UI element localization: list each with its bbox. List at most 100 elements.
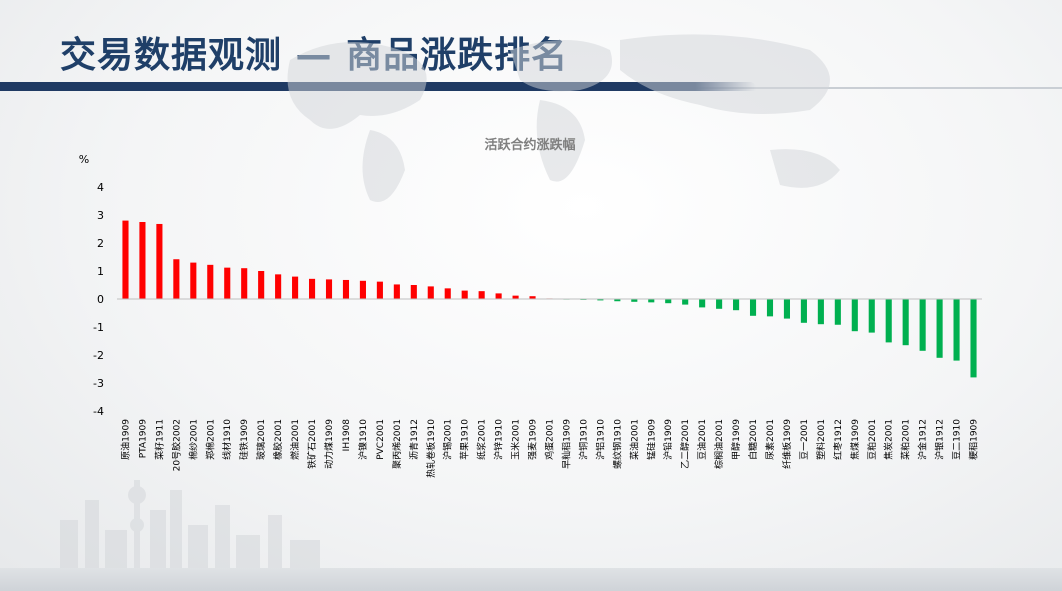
x-tick-label: 红枣1912 [832,419,844,460]
x-tick-label: 纸浆2001 [476,419,488,460]
x-tick-label: 棕榈油2001 [713,419,725,469]
bar [733,299,740,311]
y-axis-ticks: 4 3 2 1 0 -1 -2 -3 -4 [93,181,104,418]
bar [902,299,909,346]
x-tick-label: 沪金1912 [917,419,929,460]
bar [258,271,265,299]
bar [478,291,485,299]
bar [614,299,621,302]
x-tick-label: 沪锌1910 [493,419,505,460]
x-tick-label: 铁矿石2001 [306,419,318,469]
bar [292,276,299,299]
bar [427,286,434,299]
x-tick-label: 豆二1910 [952,419,963,460]
bar [512,295,519,299]
bar [783,299,791,319]
x-tick-label: 豆油2001 [696,419,708,460]
x-tick-label: 20号胶2002 [170,419,182,471]
x-tick-label: 沪铅1909 [662,419,674,460]
bar [631,299,638,302]
bar [190,262,197,299]
x-tick-label: 聚丙烯2001 [391,419,403,469]
bar [716,299,723,309]
y-tick-label: 1 [97,265,104,278]
bar [224,267,231,299]
bar [122,220,129,299]
city-skyline-decoration [60,480,320,580]
bar [817,299,824,325]
x-tick-label: 纤维板1909 [781,419,793,469]
bar [173,259,180,299]
x-tick-label: 玉米2001 [510,419,522,460]
x-tick-label: 玻璃2001 [255,419,267,460]
x-tick-label: 沪锡2001 [442,419,454,460]
x-tick-label: 沪银1912 [934,419,946,460]
x-tick-label: 塑料2001 [815,419,827,460]
y-axis-label: % [79,153,89,166]
bar [529,296,536,299]
x-tick-label: 棉纱2001 [187,419,199,460]
x-tick-label: 沪镍1910 [357,419,369,460]
bar [834,299,841,325]
x-tick-label: 沪铝1910 [594,419,606,460]
bar [597,299,604,301]
bar [342,279,350,299]
x-tick-label: 豆一2001 [799,419,810,460]
bar [885,299,892,343]
x-tick-label: 沪铜1910 [577,419,589,460]
y-tick-label: 3 [97,209,104,222]
x-tick-label: 郑棉2001 [204,419,216,460]
bar [800,299,807,323]
y-tick-label: -3 [93,377,104,390]
x-tick-label: 白糖2001 [747,419,759,460]
y-tick-label: 0 [97,293,104,306]
bar [919,299,926,351]
y-tick-label: -4 [93,405,104,418]
bar [495,293,502,299]
x-tick-label: 硅铁1909 [238,419,250,460]
bar [410,285,417,299]
x-tick-label: 豆粕2001 [866,419,878,460]
x-tick-label: 热轧卷板1910 [425,419,437,478]
bar [682,299,689,305]
x-tick-label: 动力煤1909 [323,419,335,469]
x-tick-label: 强麦1909 [527,419,539,460]
bars [122,220,977,378]
x-tick-label: 菜油2001 [628,419,640,460]
x-tick-label: 燃油2001 [289,419,301,460]
y-tick-label: 2 [97,237,104,250]
x-tick-label: 尿素2001 [764,419,776,460]
x-tick-label: 菜籽1911 [153,419,165,460]
bar [766,299,774,317]
x-tick-label: 螺纹钢1910 [611,419,623,469]
bar [241,268,248,299]
x-tick-label: PVC2001 [376,419,386,460]
x-tick-label: 鸡蛋2001 [544,419,556,460]
x-tick-label: 锰硅1909 [645,419,657,460]
bar [851,299,858,332]
bar [393,284,400,299]
bar [308,278,316,299]
chart-title: 活跃合约涨跌幅 [484,137,575,153]
world-map-decoration [287,34,840,202]
x-tick-label: 苹果1910 [459,419,471,460]
bar [461,290,468,299]
x-tick-label: 菜粕2001 [900,419,912,460]
bar [325,279,333,299]
bar [359,280,366,299]
bar [275,274,282,299]
x-tick-label: 焦煤1909 [849,419,861,460]
x-tick-label: 原油1909 [119,419,131,460]
x-tick-label: IH1908 [342,419,352,452]
bar [139,222,146,299]
bar [868,299,875,333]
x-tick-label: 沥青1912 [408,419,420,460]
y-tick-label: -1 [93,321,104,334]
y-tick-label: -2 [93,349,104,362]
bar [953,299,960,361]
bar [970,299,977,378]
bar [648,299,655,303]
bar [936,299,943,358]
x-tick-label: 乙二醇2001 [679,419,691,469]
